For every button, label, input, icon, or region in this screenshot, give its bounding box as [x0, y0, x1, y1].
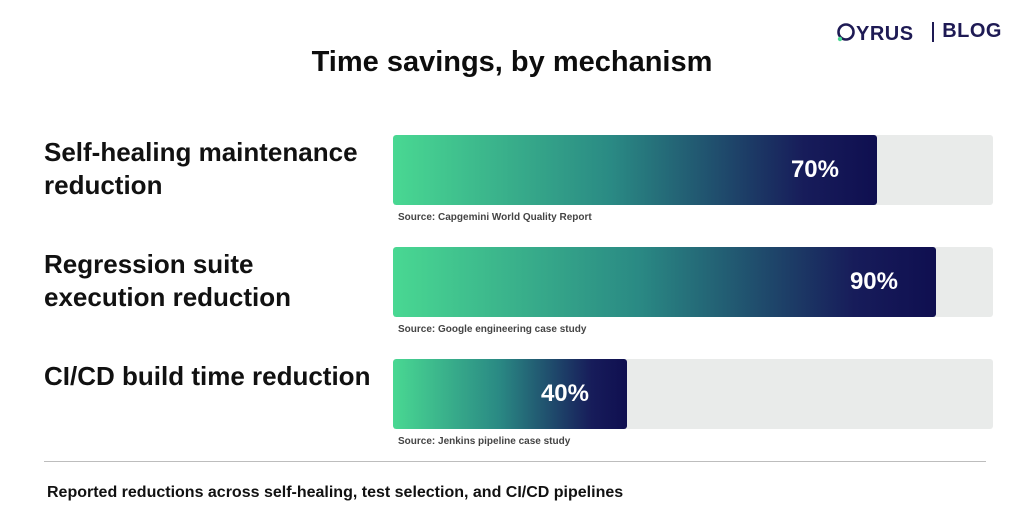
- brand-divider: [932, 21, 935, 42]
- category-label: CI/CD build time reduction: [44, 361, 371, 391]
- bar: [393, 359, 627, 429]
- qyrus-logo-icon: YRUS: [837, 23, 914, 43]
- source-annotation: Source: Jenkins pipeline case study: [398, 436, 571, 447]
- data-label: 40%: [540, 380, 589, 407]
- blog-label: BLOG: [942, 20, 1002, 42]
- brand-logo: YRUS BLOG: [837, 20, 1002, 43]
- source-annotation: Source: Capgemini World Quality Report: [398, 212, 592, 223]
- bar: [393, 135, 877, 205]
- footer-divider: [44, 461, 986, 462]
- chart-title: Time savings, by mechanism: [311, 46, 713, 78]
- footnote: Reported reductions across self-healing,…: [47, 484, 624, 501]
- bar-track: 70%: [393, 135, 993, 205]
- data-label: 90%: [849, 268, 898, 295]
- qyrus-logo: YRUS: [837, 21, 923, 43]
- category-label: Self-healing maintenance reduction: [44, 137, 358, 200]
- bar: [393, 247, 936, 317]
- svg-text:YRUS: YRUS: [856, 23, 914, 43]
- category-label: Regression suite execution reduction: [44, 249, 292, 312]
- bar-track: 90%: [393, 247, 993, 317]
- data-label: 70%: [790, 156, 839, 183]
- source-annotation: Source: Google engineering case study: [398, 324, 587, 335]
- bar-track: 40%: [393, 359, 993, 429]
